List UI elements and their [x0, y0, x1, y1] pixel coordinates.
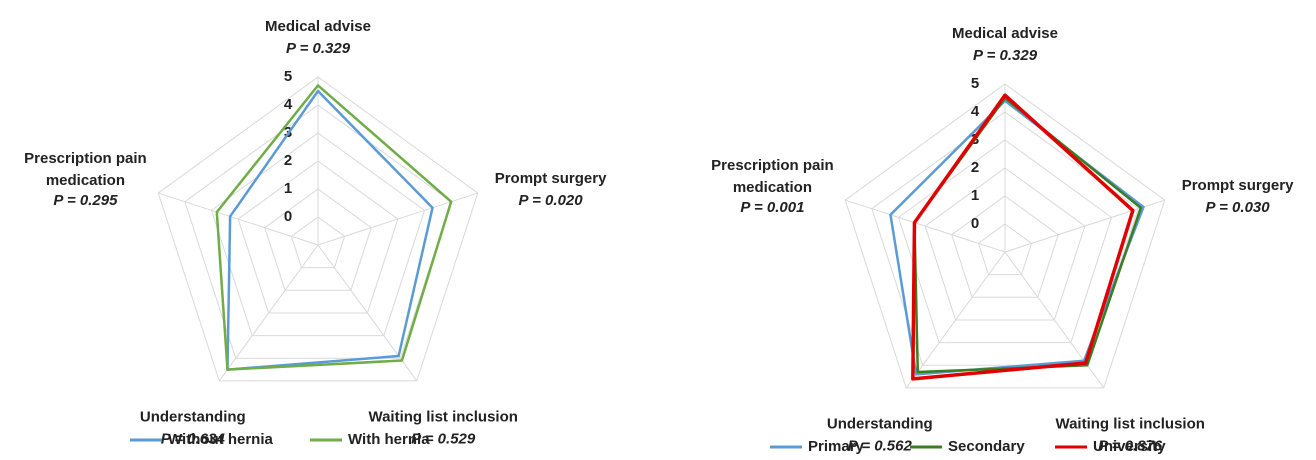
axis-label: Understanding [140, 408, 246, 425]
axis-label: Medical advise [952, 25, 1058, 42]
grid-ring [897, 139, 1113, 344]
p-value: P = 0.329 [286, 40, 351, 57]
grid-ring [290, 216, 346, 269]
p-value: P = 0.529 [411, 430, 476, 447]
grid-ring [977, 223, 1033, 276]
spoke [317, 244, 418, 382]
r-tick-label: 0 [284, 208, 292, 225]
grid-ring [237, 160, 399, 314]
spoke [218, 244, 319, 382]
legend-label: Primary [808, 438, 865, 455]
grid-ring [844, 83, 1166, 389]
r-tick-label: 2 [971, 159, 979, 176]
axis-label: Waiting list inclusion [368, 408, 517, 425]
r-tick-label: 5 [284, 68, 292, 85]
axis-label-line: medication [46, 172, 125, 189]
grid-ring [951, 195, 1059, 298]
grid-ring [184, 104, 452, 359]
p-value: P = 0.001 [740, 199, 804, 216]
spoke [905, 251, 1006, 389]
axis-label: Prescription pain medication [711, 157, 834, 196]
axis-label: Prompt surgery [1182, 177, 1294, 194]
r-tick-label: 0 [971, 215, 979, 232]
p-value: P = 0.329 [973, 47, 1038, 64]
series-line [226, 89, 434, 371]
legend-label: With hernia [348, 431, 430, 448]
legend-label: Without hernia [168, 431, 274, 448]
r-tick-label: 4 [284, 96, 293, 113]
grid-ring [871, 111, 1139, 366]
axis-label: Medical advise [265, 18, 371, 35]
spoke [845, 199, 1006, 253]
spoke [317, 192, 478, 246]
r-tick-label: 4 [971, 103, 980, 120]
p-value: P = 0.876 [1098, 437, 1163, 454]
p-value: P = 0.295 [53, 192, 118, 209]
p-value: P = 0.634 [161, 430, 226, 447]
r-tick-label: 5 [971, 75, 979, 92]
axis-label-line: Prescription pain [711, 157, 834, 174]
series-line [911, 93, 1135, 381]
grid-ring [924, 167, 1086, 321]
r-tick-label: 2 [284, 152, 292, 169]
grid-ring [264, 188, 372, 291]
axis-label: Waiting list inclusion [1055, 415, 1204, 432]
p-value: P = 0.562 [848, 437, 913, 454]
spoke [1004, 199, 1165, 253]
p-value: P = 0.020 [519, 192, 584, 209]
axis-label: Prescription pain medication [24, 150, 147, 189]
grid-ring [157, 76, 479, 382]
series-line [913, 96, 1143, 374]
axis-label-line: medication [733, 179, 812, 196]
r-tick-label: 1 [284, 180, 292, 197]
axis-label-line: Prescription pain [24, 150, 147, 167]
legend-label: University [1093, 438, 1166, 455]
series-line [215, 84, 453, 371]
r-tick-label: 1 [971, 187, 979, 204]
spoke [158, 192, 319, 246]
p-value: P = 0.030 [1206, 199, 1271, 216]
axis-label: Understanding [827, 415, 933, 432]
axis-label: Prompt surgery [495, 170, 607, 187]
legend-label: Secondary [948, 438, 1025, 455]
